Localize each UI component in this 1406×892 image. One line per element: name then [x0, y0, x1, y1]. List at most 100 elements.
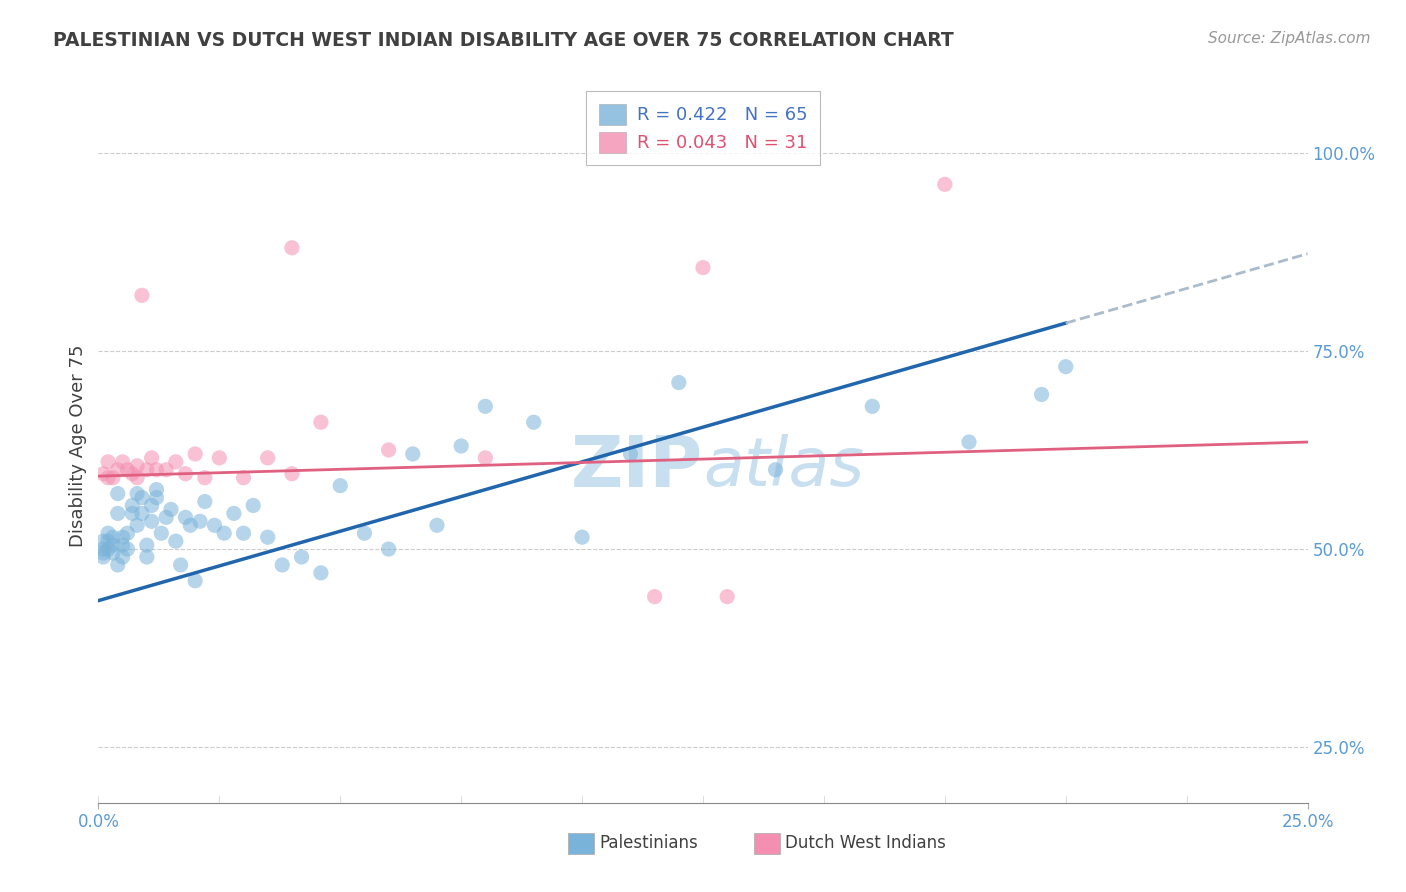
Point [101, 530, 124, 544]
Point [290, 549, 312, 564]
Y-axis label: Disability Age Over 75: Disability Age Over 75 [69, 344, 87, 548]
Point [256, 530, 278, 544]
Point [141, 450, 163, 465]
Point [91, 546, 114, 560]
Point [131, 288, 153, 302]
Point [127, 518, 149, 533]
Point [1031, 387, 1053, 401]
Point [107, 486, 129, 500]
Point [107, 507, 129, 521]
Point [145, 463, 167, 477]
Point [155, 510, 177, 524]
Point [135, 463, 157, 477]
Point [160, 502, 183, 516]
Point [97, 471, 120, 485]
Point [692, 260, 714, 275]
Point [402, 447, 425, 461]
Point [127, 486, 149, 500]
Point [523, 415, 546, 429]
Point [426, 518, 449, 533]
Point [131, 507, 153, 521]
Point [91, 467, 114, 481]
Point [117, 526, 139, 541]
Point [141, 514, 163, 528]
Text: PALESTINIAN VS DUTCH WEST INDIAN DISABILITY AGE OVER 75 CORRELATION CHART: PALESTINIAN VS DUTCH WEST INDIAN DISABIL… [53, 31, 955, 50]
Point [91, 534, 114, 549]
Point [222, 507, 245, 521]
Point [179, 518, 201, 533]
Point [121, 499, 143, 513]
FancyBboxPatch shape [754, 833, 780, 855]
Point [111, 538, 134, 552]
Point [174, 467, 197, 481]
Point [281, 241, 304, 255]
Point [450, 439, 472, 453]
Point [107, 463, 129, 477]
Point [377, 542, 399, 557]
Point [184, 447, 207, 461]
Point [97, 526, 120, 541]
Point [91, 542, 114, 557]
Point [377, 442, 399, 457]
Point [353, 526, 375, 541]
Point [242, 499, 264, 513]
Point [97, 542, 120, 557]
FancyBboxPatch shape [568, 833, 595, 855]
Point [111, 530, 134, 544]
Point [101, 471, 124, 485]
Point [281, 467, 304, 481]
Point [145, 483, 167, 497]
Point [117, 463, 139, 477]
Point [150, 526, 173, 541]
Point [101, 538, 124, 552]
Text: Dutch West Indians: Dutch West Indians [785, 835, 946, 853]
Point [668, 376, 690, 390]
Point [97, 534, 120, 549]
Point [204, 518, 226, 533]
Point [107, 558, 129, 572]
Point [101, 546, 124, 560]
Point [474, 400, 496, 414]
Point [174, 510, 197, 524]
Point [121, 507, 143, 521]
Text: atlas: atlas [703, 434, 865, 500]
Point [111, 455, 134, 469]
Point [329, 478, 352, 492]
Point [194, 494, 217, 508]
Legend: R = 0.422   N = 65, R = 0.043   N = 31: R = 0.422 N = 65, R = 0.043 N = 31 [586, 91, 820, 165]
Point [644, 590, 666, 604]
Text: ZIP: ZIP [571, 433, 703, 502]
Point [309, 566, 332, 580]
Point [934, 178, 956, 192]
Point [765, 463, 787, 477]
Point [1054, 359, 1077, 374]
Point [97, 455, 120, 469]
Point [117, 542, 139, 557]
Point [194, 471, 217, 485]
Point [91, 549, 114, 564]
Point [232, 526, 254, 541]
Point [127, 458, 149, 473]
Point [155, 463, 177, 477]
Text: Palestinians: Palestinians [599, 835, 697, 853]
Point [121, 467, 143, 481]
Point [141, 499, 163, 513]
Point [860, 400, 883, 414]
Point [169, 558, 191, 572]
Point [188, 514, 211, 528]
Point [957, 435, 980, 450]
Point [165, 534, 187, 549]
Point [571, 530, 593, 544]
Point [474, 450, 496, 465]
Point [135, 538, 157, 552]
Point [256, 450, 278, 465]
Point [212, 526, 235, 541]
Text: Source: ZipAtlas.com: Source: ZipAtlas.com [1208, 31, 1371, 46]
Point [184, 574, 207, 588]
Point [111, 549, 134, 564]
Point [127, 471, 149, 485]
Point [208, 450, 231, 465]
Point [619, 447, 641, 461]
Point [135, 549, 157, 564]
Point [145, 491, 167, 505]
